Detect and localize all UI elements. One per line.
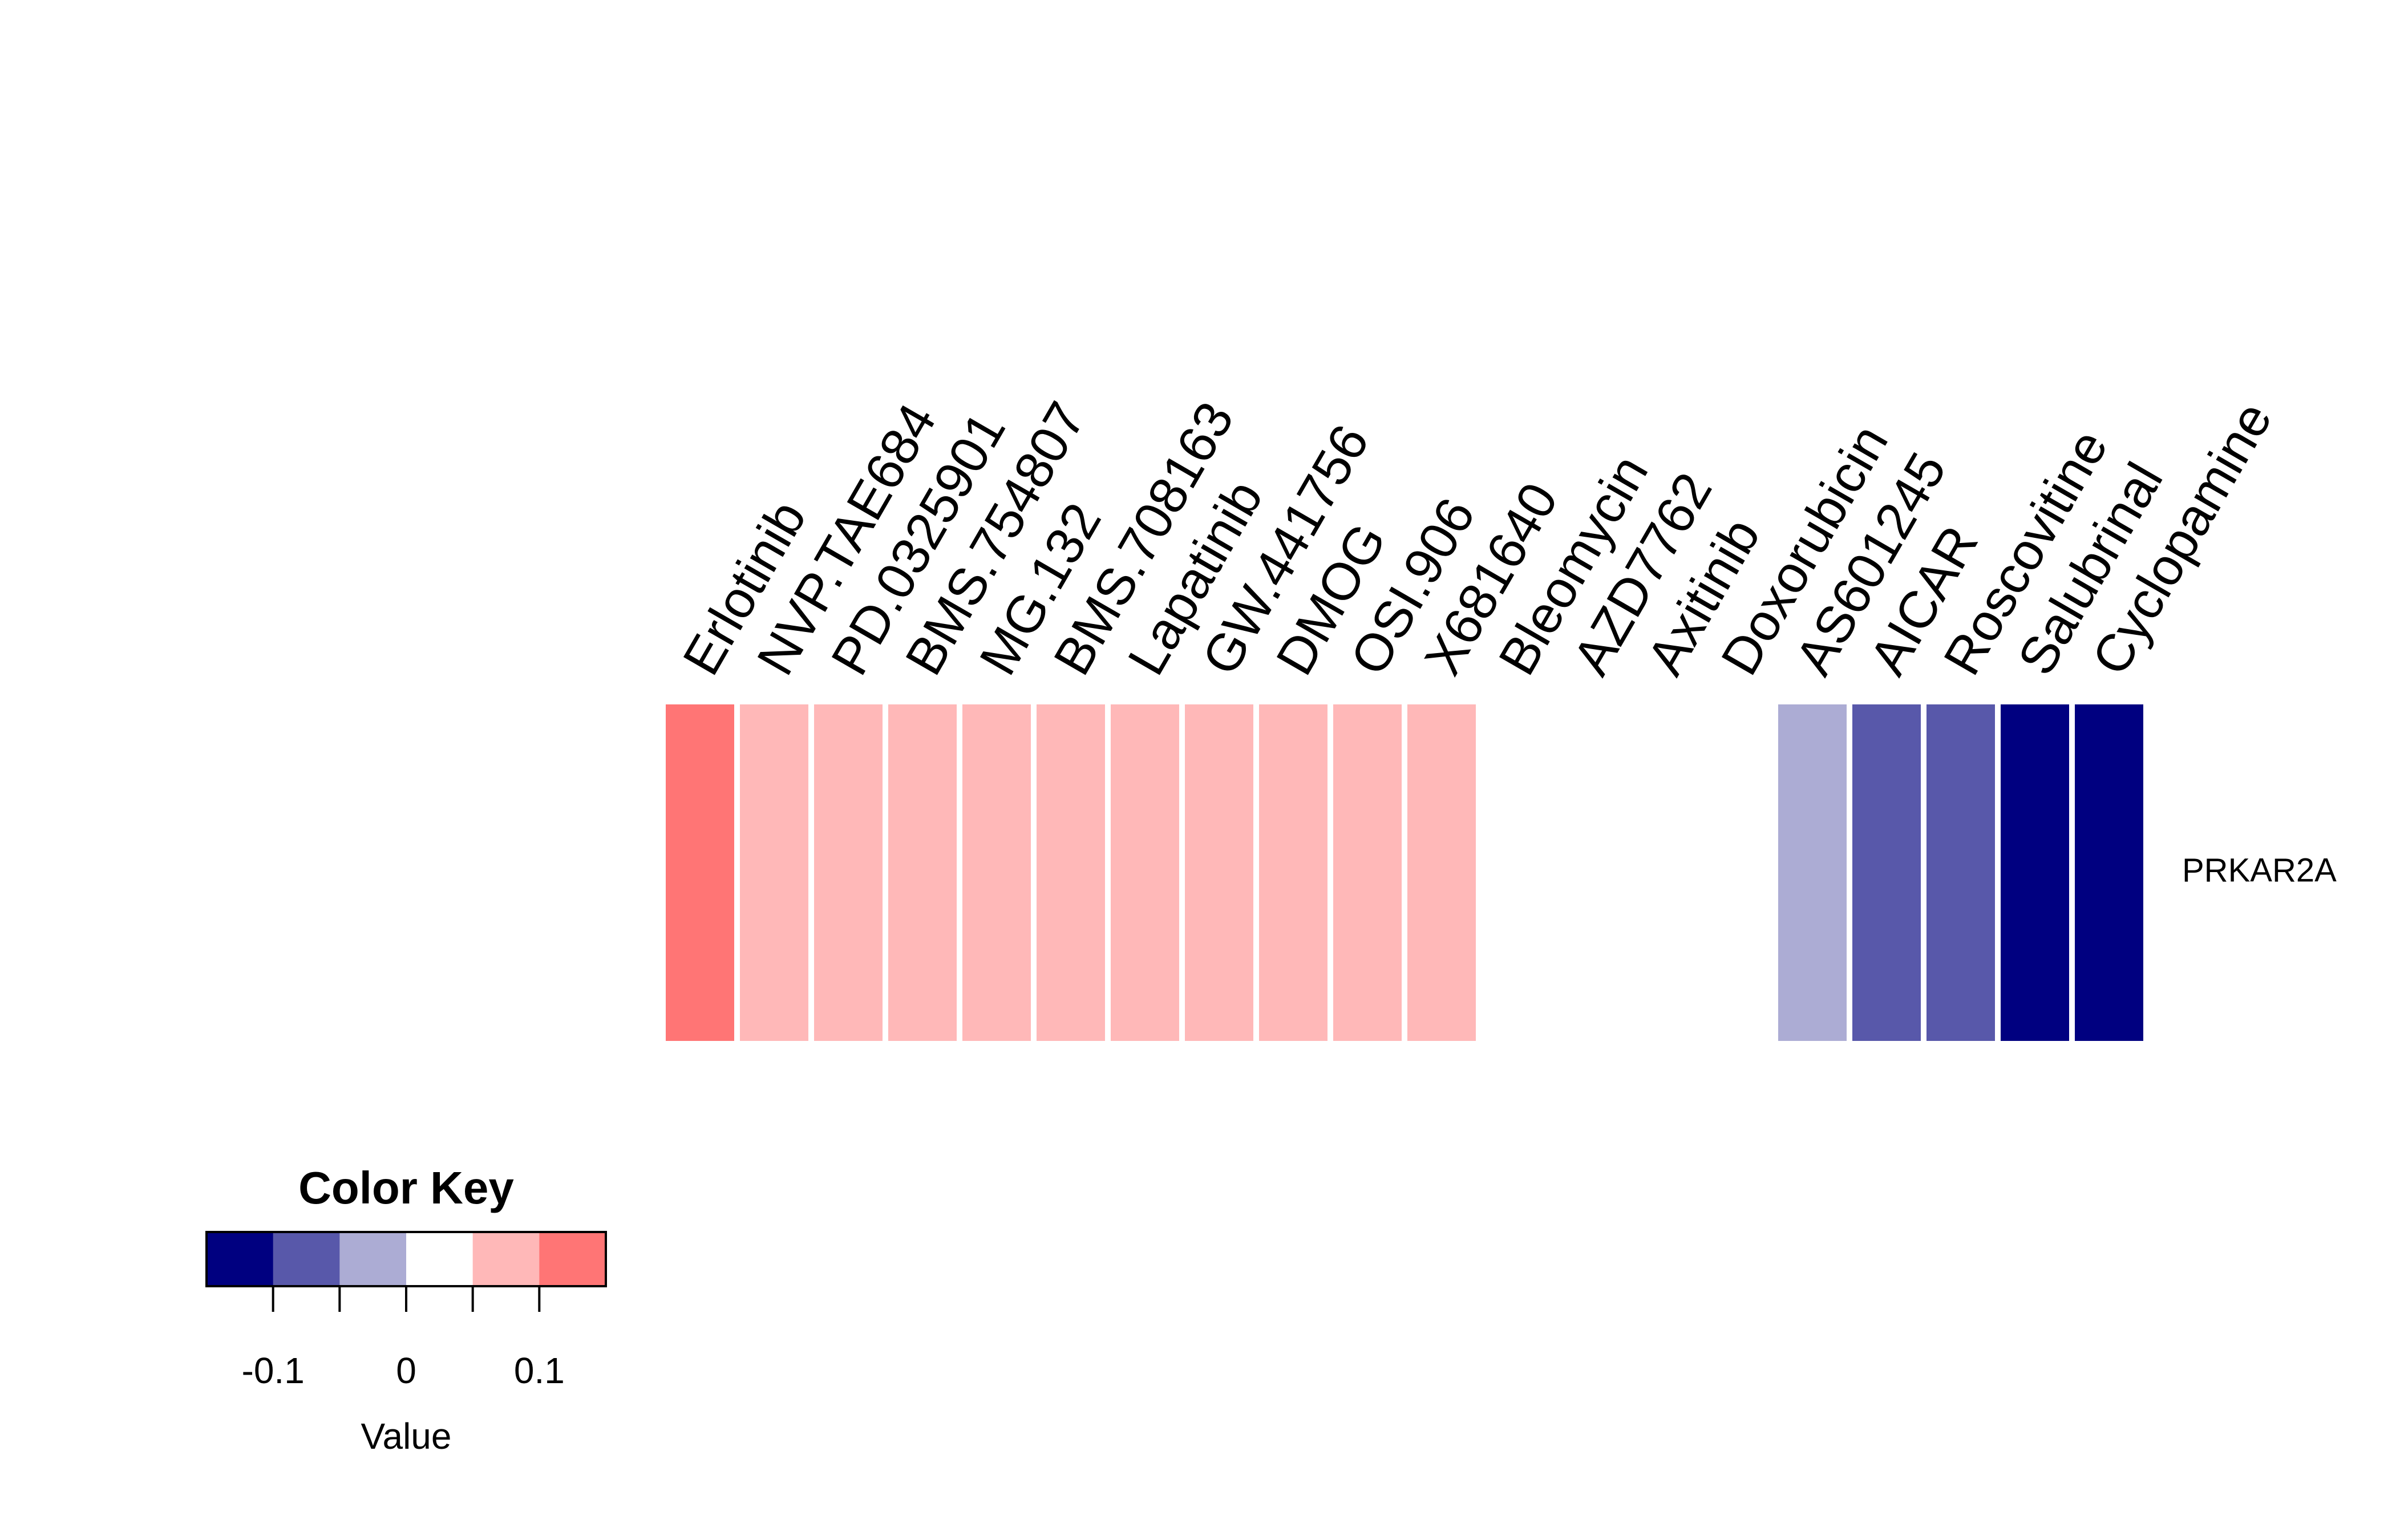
color-key-swatch: [273, 1232, 340, 1286]
color-key-swatch: [207, 1232, 274, 1286]
color-key-tick-label: 0.1: [514, 1350, 565, 1391]
color-key-swatch: [472, 1232, 540, 1286]
column-labels: ErlotinibNVP.TAE684PD.0325901BMS.754807M…: [672, 392, 2283, 684]
heatmap-cell: [1333, 704, 1402, 1041]
color-key-tick-label: -0.1: [242, 1350, 305, 1391]
color-key: Color Key -0.1 0 0.1 Value: [205, 1162, 607, 1457]
heatmap-cell: [1185, 704, 1253, 1041]
color-key-swatches: [207, 1232, 606, 1286]
heatmap-cell: [962, 704, 1031, 1041]
heatmap-cell: [888, 704, 957, 1041]
color-key-swatch: [539, 1232, 606, 1286]
heatmap-cell: [1556, 704, 1624, 1041]
heatmap-cell: [814, 704, 883, 1041]
color-key-tick-label: 0: [396, 1350, 416, 1391]
color-key-axis-label: Value: [361, 1416, 452, 1457]
heatmap-cell: [1778, 704, 1847, 1041]
heatmap-cell: [740, 704, 808, 1041]
heatmap-cell: [1704, 704, 1772, 1041]
heatmap-cell: [1111, 704, 1179, 1041]
color-key-swatch: [406, 1232, 473, 1286]
heatmap-cell: [1037, 704, 1105, 1041]
heatmap-cell: [1407, 704, 1476, 1041]
heatmap-cells: [666, 704, 2143, 1041]
color-key-ticks: -0.1 0 0.1: [242, 1286, 565, 1391]
heatmap-cell: [1926, 704, 1995, 1041]
heatmap-cell: [2075, 704, 2143, 1041]
heatmap-cell: [666, 704, 734, 1041]
heatmap-cell: [1482, 704, 1550, 1041]
heatmap-cell: [1630, 704, 1698, 1041]
color-key-swatch: [339, 1232, 407, 1286]
heatmap-cell: [1852, 704, 1921, 1041]
heatmap-cell: [1259, 704, 1327, 1041]
row-labels: PRKAR2A: [2182, 852, 2337, 889]
color-key-title: Color Key: [298, 1162, 514, 1213]
row-label: PRKAR2A: [2182, 852, 2337, 889]
heatmap-cell: [2001, 704, 2069, 1041]
